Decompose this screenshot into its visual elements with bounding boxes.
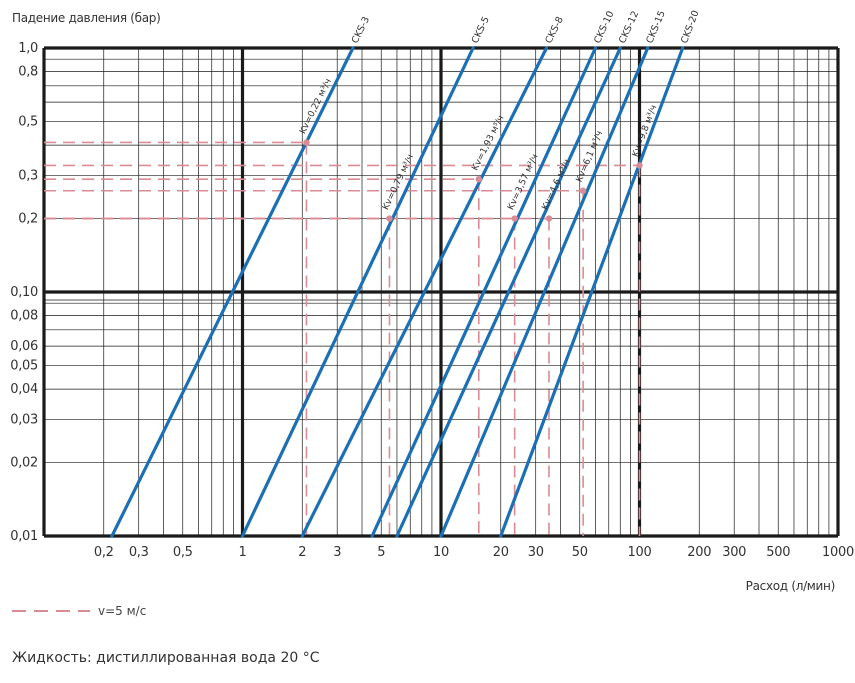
y-tick-label: 0,5 [18, 114, 38, 129]
x-tick-label: 5 [377, 545, 385, 560]
y-tick-label: 0,08 [10, 309, 38, 324]
series-name-label: CKS-5 [470, 15, 492, 45]
series-name-label: CKS-15 [644, 9, 668, 45]
marker-point [386, 215, 393, 222]
y-tick-label: 0,03 [10, 413, 38, 428]
marker-point [636, 162, 643, 169]
x-tick-label: 300 [722, 545, 746, 560]
series-name-label: CKS-10 [592, 9, 616, 45]
x-tick-label: 0,3 [129, 545, 149, 560]
x-axis-title: Расход (л/мин) [746, 579, 835, 593]
series-line-cks-8 [300, 46, 549, 538]
legend: v=5 м/с [12, 604, 146, 618]
series-line-cks-15 [439, 46, 650, 538]
series-name-label: CKS-8 [543, 15, 566, 45]
y-tick-label: 0,05 [10, 358, 38, 373]
marker-point [511, 215, 518, 222]
series-name-label: CKS-20 [679, 9, 701, 45]
series-line-cks-12 [395, 46, 622, 538]
y-tick-label: 0,10 [10, 285, 38, 300]
y-tick-label: 1,0 [18, 41, 38, 56]
legend-label: v=5 м/с [98, 604, 146, 618]
series-line-cks-3 [110, 46, 355, 538]
x-tick-label: 1000 [822, 545, 854, 560]
x-tick-label: 30 [528, 545, 544, 560]
marker-point [545, 215, 553, 222]
x-tick-label: 100 [628, 545, 652, 560]
y-tick-label: 0,2 [18, 212, 38, 227]
grid [42, 46, 840, 538]
x-tick-label: 500 [766, 545, 790, 560]
series-line-cks-5 [240, 46, 475, 538]
y-tick-label: 0,01 [10, 529, 38, 544]
x-tick-label: 0,5 [173, 545, 193, 560]
series-name-label: CKS-3 [350, 15, 372, 45]
series-line-cks-10 [370, 46, 598, 538]
x-tick-label: 50 [572, 545, 588, 560]
footnote: Жидкость: дистиллированная вода 20 °C [12, 650, 320, 666]
series-line-cks-20 [499, 46, 685, 538]
x-tick-label: 0,2 [94, 545, 114, 560]
marker-point [303, 139, 310, 146]
x-tick-label: 20 [493, 545, 509, 560]
y-tick-label: 0,3 [18, 169, 38, 184]
x-tick-label: 2 [298, 545, 306, 560]
y-tick-label: 0,04 [10, 382, 38, 397]
y-axis-title: Падение давления (бар) [12, 11, 161, 25]
tick-labels: 0,2 0,3 0,5 1 2 3 5 10 20 30 50 100 200 300 500 1000 0,0… [10, 41, 854, 560]
x-tick-label: 200 [687, 545, 711, 560]
marker-point [579, 187, 587, 194]
x-tick-label: 10 [433, 545, 449, 560]
series-name-label: CKS-12 [617, 9, 641, 45]
x-tick-label: 1 [239, 545, 247, 560]
y-tick-label: 0,02 [10, 456, 38, 471]
y-tick-label: 0,8 [18, 65, 38, 80]
marker-point [475, 175, 482, 183]
x-tick-label: 3 [333, 545, 341, 560]
y-tick-label: 0,06 [10, 339, 38, 354]
